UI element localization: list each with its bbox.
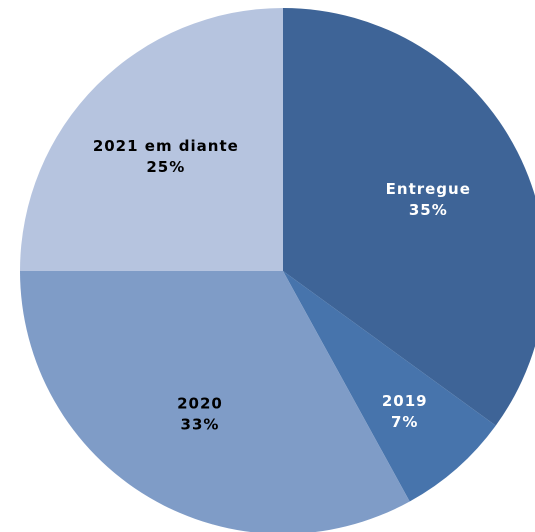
pie-slices (20, 8, 535, 532)
pie-slice-2019 (283, 271, 496, 502)
pie-slice-2021-em-diante (20, 8, 283, 271)
slice-label-percent: 33% (181, 415, 220, 433)
slice-label-name: Entregue (386, 180, 471, 198)
slice-label-percent: 35% (409, 201, 448, 219)
slice-label-name: 2019 (382, 392, 428, 410)
pie-slice-2020 (20, 271, 410, 532)
slice-label-name: 2020 (177, 394, 223, 412)
pie-labels: Entregue 35% 2019 7% 2020 33% 2021 em diante 25… (93, 137, 471, 434)
pie-slice-entregue (283, 8, 535, 426)
slice-label-percent: 25% (146, 158, 185, 176)
slice-label-name: 2021 em diante (93, 137, 239, 155)
slice-label-percent: 7% (391, 413, 418, 431)
